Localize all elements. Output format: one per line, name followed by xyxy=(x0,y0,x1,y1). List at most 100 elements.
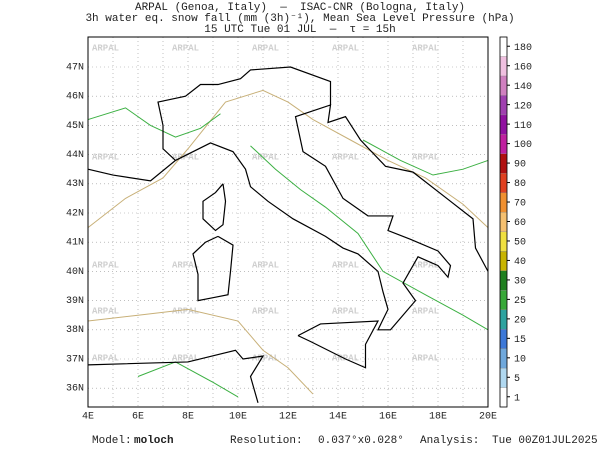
watermark: ARPAL xyxy=(252,43,279,53)
colorbar-segment xyxy=(499,114,508,135)
coastline xyxy=(87,104,489,331)
footer-value: 0.037°x0.028° xyxy=(318,435,404,447)
footer-value: Tue 00Z01JUL2025 xyxy=(492,435,598,447)
coastline xyxy=(202,183,227,232)
colorbar-segment xyxy=(499,153,508,174)
lon-tick-label: 6E xyxy=(132,412,144,423)
map-frame xyxy=(87,36,489,408)
watermark: ARPAL xyxy=(252,306,279,316)
header-line: 15 UTC Tue 01 JUL — τ = 15h xyxy=(204,24,395,36)
footer-label: Resolution: xyxy=(230,435,303,447)
colorbar-segment xyxy=(499,251,508,271)
footer-label: Model: xyxy=(92,435,132,447)
colorbar-frame xyxy=(499,36,508,408)
lat-tick-label: 47N xyxy=(66,62,84,73)
watermark: ARPAL xyxy=(412,306,439,316)
header-line: 3h water eq. snow fall (mm (3h)⁻¹), Mean… xyxy=(85,13,514,25)
lon-tick-label: 14E xyxy=(329,412,347,423)
watermark: ARPAL xyxy=(92,43,119,53)
lon-tick-label: 20E xyxy=(479,412,497,423)
watermark: ARPAL xyxy=(172,353,199,363)
colorbar-label: 1 xyxy=(514,393,520,404)
colorbar-label: 40 xyxy=(514,257,526,268)
lon-tick-label: 12E xyxy=(279,412,297,423)
lat-tick-label: 44N xyxy=(66,150,84,161)
colorbar-segment xyxy=(499,387,508,408)
colorbar-label: 120 xyxy=(514,101,532,112)
colorbar-segment xyxy=(499,290,508,310)
watermark: ARPAL xyxy=(252,260,279,270)
watermark: ARPAL xyxy=(92,353,119,363)
colorbar-segment xyxy=(499,270,508,291)
lon-tick-label: 8E xyxy=(182,412,194,423)
coastline xyxy=(87,349,265,403)
coastline xyxy=(192,235,234,302)
colorbar-segment xyxy=(499,134,508,154)
lat-tick-label: 38N xyxy=(66,325,84,336)
colorbar-label: 15 xyxy=(514,335,526,346)
colorbar-label: 30 xyxy=(514,277,526,288)
colorbar-label: 10 xyxy=(514,354,526,365)
colorbar-segment xyxy=(499,348,508,369)
colorbar: 1510152025304050607080901001101201401601… xyxy=(499,36,532,408)
watermark: ARPAL xyxy=(172,152,199,162)
contour xyxy=(87,89,489,228)
lat-tick-label: 43N xyxy=(66,179,84,190)
lat-tick-label: 42N xyxy=(66,208,84,219)
lat-tick-label: 36N xyxy=(66,384,84,395)
watermark: ARPAL xyxy=(332,43,359,53)
colorbar-label: 5 xyxy=(514,374,520,385)
colorbar-segment xyxy=(499,173,508,193)
footer-value: moloch xyxy=(134,435,174,447)
watermark: ARPAL xyxy=(172,260,199,270)
coastline xyxy=(157,66,332,161)
colorbar-label: 70 xyxy=(514,199,526,210)
watermark: ARPAL xyxy=(412,353,439,363)
colorbar-label: 90 xyxy=(514,160,526,171)
coastline xyxy=(297,320,380,369)
colorbar-segment xyxy=(499,309,508,330)
watermark: ARPAL xyxy=(252,353,279,363)
colorbar-segment xyxy=(499,367,508,388)
contour xyxy=(250,145,489,331)
lat-tick-label: 41N xyxy=(66,238,84,249)
lon-tick-label: 16E xyxy=(379,412,397,423)
colorbar-label: 100 xyxy=(514,140,532,151)
lat-tick-label: 37N xyxy=(66,354,84,365)
watermark: ARPAL xyxy=(332,152,359,162)
colorbar-segment xyxy=(499,328,508,349)
lat-tick-label: 46N xyxy=(66,92,84,103)
colorbar-segment xyxy=(499,192,508,213)
colorbar-label: 180 xyxy=(514,43,532,54)
watermark: ARPAL xyxy=(412,152,439,162)
watermark: ARPAL xyxy=(172,43,199,53)
colorbar-segment xyxy=(499,95,508,116)
colorbar-label: 140 xyxy=(514,82,532,93)
lat-tick-label: 40N xyxy=(66,267,84,278)
watermark: ARPAL xyxy=(412,260,439,270)
colorbar-segment xyxy=(499,56,508,77)
lon-tick-label: 18E xyxy=(429,412,447,423)
colorbar-label: 50 xyxy=(514,238,526,249)
colorbar-segment xyxy=(499,75,508,96)
watermark: ARPAL xyxy=(332,260,359,270)
watermark: ARPAL xyxy=(92,260,119,270)
colorbar-label: 160 xyxy=(514,62,532,73)
lat-tick-label: 45N xyxy=(66,121,84,132)
map: ARPAL ARPAL ARPAL ARPAL ARPAL ARPAL ARPAL ARPAL… xyxy=(87,37,489,407)
colorbar-label: 110 xyxy=(514,121,532,132)
colorbar-segment xyxy=(499,231,508,252)
watermark: ARPAL xyxy=(412,43,439,53)
footer-label: Analysis: xyxy=(420,435,479,447)
colorbar-segment xyxy=(499,212,508,232)
header-line: ARPAL (Genoa, Italy) — ISAC-CNR (Bologna… xyxy=(135,2,465,14)
colorbar-segment xyxy=(499,36,508,57)
watermark: ARPAL xyxy=(92,306,119,316)
lon-tick-label: 10E xyxy=(229,412,247,423)
colorbar-label: 60 xyxy=(514,218,526,229)
watermark: ARPAL xyxy=(252,152,279,162)
contour xyxy=(137,361,239,398)
colorbar-label: 80 xyxy=(514,179,526,190)
colorbar-label: 25 xyxy=(514,296,526,307)
